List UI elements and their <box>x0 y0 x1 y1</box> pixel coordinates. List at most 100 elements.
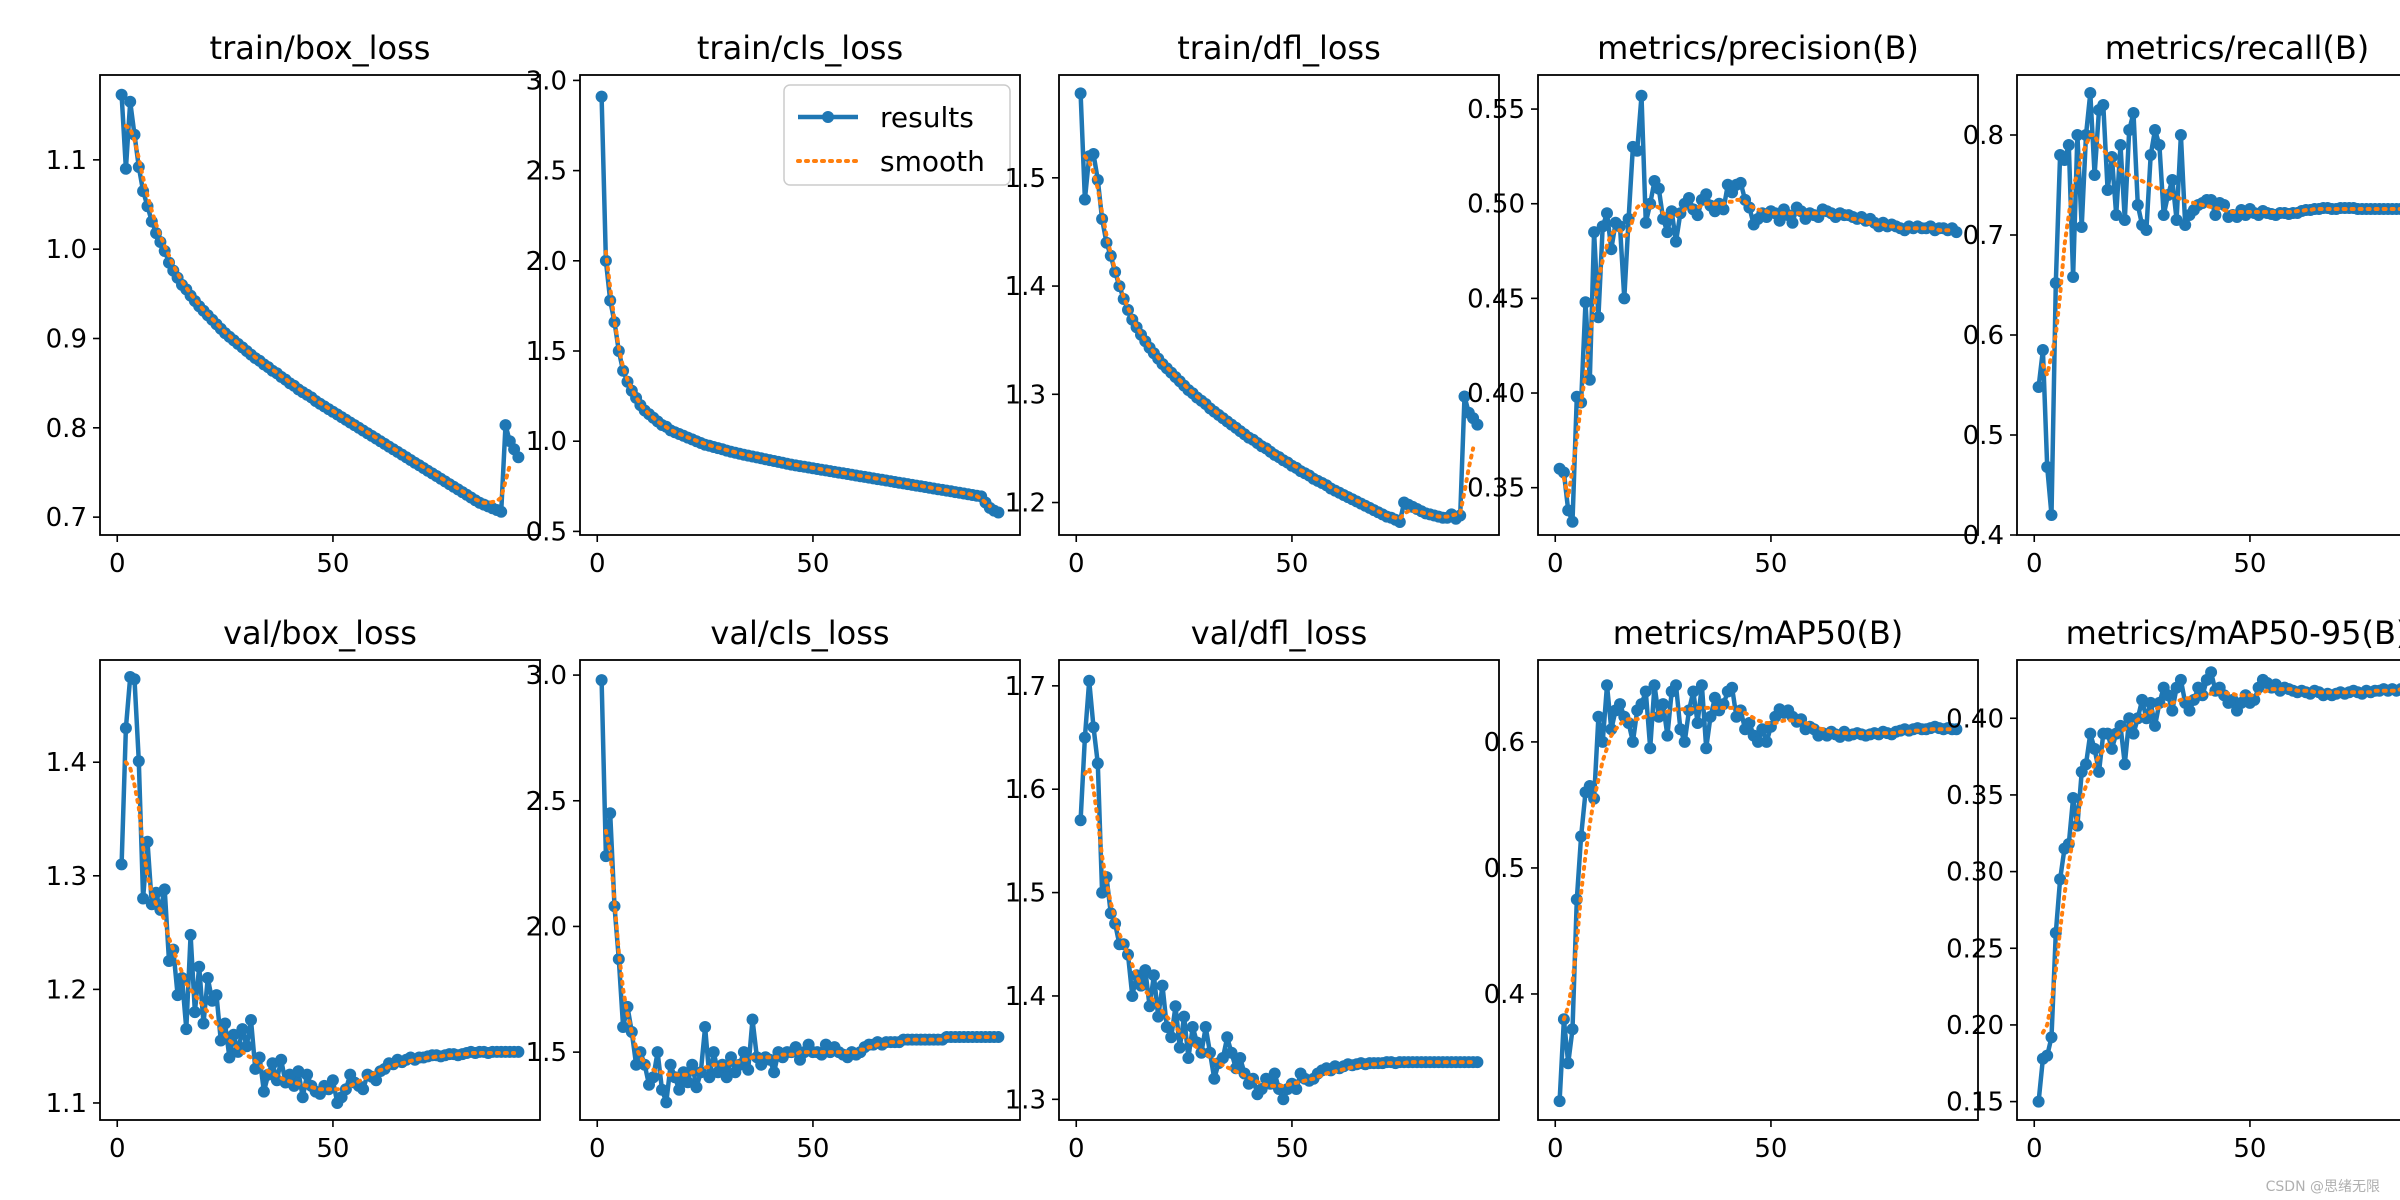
x-tick-label: 50 <box>2233 549 2266 579</box>
results-point <box>1596 220 1609 233</box>
subplot: train/box_loss 0 50 0.7 0.8 0.9 1.0 1.1 <box>46 29 541 579</box>
subplot: train/dfl_loss 0 50 1.2 1.3 1.4 1.5 <box>1005 29 1500 579</box>
y-tick-label: 0.5 <box>526 517 567 547</box>
results-point <box>1635 89 1648 102</box>
subplot-title: train/dfl_loss <box>1177 29 1381 67</box>
results-point <box>1147 969 1160 982</box>
results-point <box>2084 727 2097 740</box>
results-point <box>176 972 188 984</box>
results-point <box>1074 814 1087 827</box>
results-point <box>1087 721 1100 734</box>
y-tick-label: 1.4 <box>46 748 87 778</box>
legend-smooth-label: smooth <box>880 145 985 178</box>
results-point <box>370 1074 383 1087</box>
results-point <box>2036 344 2049 356</box>
results-point <box>1583 373 1596 386</box>
x-tick-label: 50 <box>1275 1134 1308 1164</box>
results-point <box>158 883 171 896</box>
results-point <box>1614 220 1626 233</box>
results-point <box>2088 742 2101 755</box>
results-point <box>1078 193 1091 206</box>
results-point <box>1631 144 1644 157</box>
results-point <box>227 1028 240 1041</box>
results-point <box>1657 698 1670 711</box>
results-point <box>1670 235 1682 248</box>
results-point <box>647 1071 660 1084</box>
subplot-title: val/dfl_loss <box>1191 614 1368 652</box>
results-point <box>1601 679 1613 692</box>
results-point <box>2162 689 2174 702</box>
results-point <box>1683 192 1695 204</box>
results-point <box>768 1066 781 1079</box>
results-point <box>1182 1052 1195 1064</box>
results-point <box>1471 418 1484 431</box>
results-point <box>992 1031 1005 1043</box>
y-tick-label: 0.4 <box>1963 521 2004 551</box>
results-point <box>1752 735 1764 748</box>
y-tick-label: 1.2 <box>1005 489 1046 519</box>
results-point <box>690 1081 703 1094</box>
results-point <box>115 88 128 101</box>
results-point <box>2131 199 2144 211</box>
results-point <box>163 955 175 967</box>
results-point <box>2080 758 2092 771</box>
results-point <box>245 1014 257 1026</box>
smooth-line <box>1561 705 1955 1022</box>
y-tick-label: 0.55 <box>1467 95 1525 125</box>
results-point <box>132 755 145 768</box>
results-point <box>1588 226 1601 239</box>
x-tick-label: 0 <box>2026 1134 2043 1164</box>
results-point <box>1216 1052 1229 1064</box>
results-point <box>1708 691 1721 704</box>
results-point <box>1173 1041 1186 1054</box>
results-point <box>1087 148 1100 160</box>
results-point <box>296 1091 309 1104</box>
results-point <box>1557 466 1570 479</box>
results-point <box>1614 698 1626 711</box>
results-point <box>180 1023 193 1036</box>
results-point <box>2067 271 2080 283</box>
results-point <box>1553 1095 1566 1108</box>
results-point <box>1661 729 1674 742</box>
results-point <box>1700 742 1713 755</box>
results-point <box>2041 1049 2054 1062</box>
results-point <box>193 960 206 973</box>
subplot: metrics/precision(B) 0 50 0.35 0.40 0.45 0.50 0… <box>1467 29 1979 579</box>
results-point <box>725 1051 737 1064</box>
results-point <box>1268 1067 1281 1080</box>
results-point <box>2153 139 2166 151</box>
results-point <box>2062 139 2075 151</box>
results-point <box>1639 685 1652 698</box>
results-point <box>1652 182 1665 195</box>
results-point <box>1700 188 1713 201</box>
results-point <box>128 673 141 686</box>
y-tick-label: 1.0 <box>526 427 567 457</box>
results-point <box>630 1058 643 1071</box>
results-point <box>1575 830 1588 843</box>
results-point <box>2205 666 2218 679</box>
results-point <box>1562 1057 1575 1070</box>
results-point <box>681 1076 694 1089</box>
results-point <box>1290 1083 1303 1095</box>
results-point <box>1458 390 1471 403</box>
y-tick-label: 0.8 <box>1963 121 2004 151</box>
results-point <box>1687 685 1700 698</box>
x-tick-label: 0 <box>109 549 126 579</box>
results-point <box>1152 1010 1165 1023</box>
results-point <box>2394 203 2400 215</box>
y-tick-label: 2.0 <box>526 247 567 277</box>
results-point <box>197 1017 210 1030</box>
results-point <box>1169 1000 1182 1013</box>
results-point <box>2088 169 2101 181</box>
y-tick-label: 0.7 <box>46 503 87 533</box>
results-point <box>1704 710 1717 723</box>
y-tick-label: 0.7 <box>1963 221 2004 251</box>
subplot-title: val/cls_loss <box>710 614 889 652</box>
results-point <box>1583 780 1596 792</box>
x-tick-label: 0 <box>2026 549 2043 579</box>
results-point <box>257 1085 270 1098</box>
y-tick-label: 1.1 <box>46 146 87 176</box>
y-tick-label: 1.3 <box>46 862 87 892</box>
results-point <box>1083 674 1096 687</box>
